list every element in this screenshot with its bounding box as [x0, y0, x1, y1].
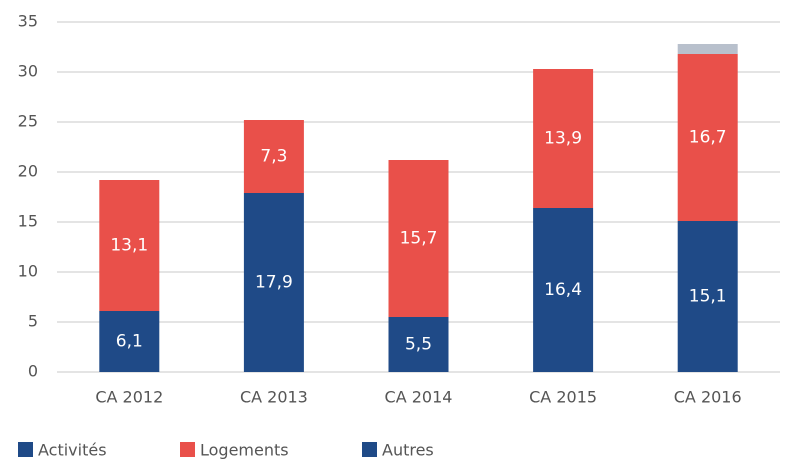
- legend-label: Activités: [38, 441, 107, 460]
- bar-segment: [99, 180, 160, 311]
- bar-segment: [243, 193, 304, 372]
- bar-segment: [677, 54, 738, 221]
- legend-swatch: [362, 442, 377, 457]
- bar-segment: [243, 120, 304, 193]
- y-tick-label: 35: [18, 12, 38, 31]
- value-label: 16,4: [544, 280, 582, 300]
- value-label: 6,1: [116, 332, 143, 352]
- legend-label: Autres: [382, 441, 434, 460]
- bar-segment: [677, 221, 738, 372]
- bar-segment: [677, 44, 738, 54]
- bar-segment: [388, 160, 449, 317]
- y-tick-label: 0: [28, 362, 38, 381]
- y-tick-label: 25: [18, 112, 38, 131]
- y-tick-label: 20: [18, 162, 38, 181]
- x-tick-label: CA 2015: [529, 388, 597, 407]
- bar-segment: [99, 311, 160, 372]
- value-label: 5,5: [405, 335, 432, 355]
- x-tick-label: CA 2016: [674, 388, 742, 407]
- legend-swatch: [180, 442, 195, 457]
- x-tick-label: CA 2014: [385, 388, 453, 407]
- x-tick-label: CA 2013: [240, 388, 308, 407]
- y-tick-label: 10: [18, 262, 38, 281]
- value-label: 7,3: [260, 147, 287, 167]
- y-tick-label: 30: [18, 62, 38, 81]
- y-tick-label: 15: [18, 212, 38, 231]
- value-label: 13,9: [544, 129, 582, 149]
- value-label: 16,7: [689, 128, 727, 148]
- legend-swatch: [18, 442, 33, 457]
- bar-segment: [533, 208, 594, 372]
- value-label: 15,1: [689, 287, 727, 307]
- bar-segment: [533, 69, 594, 208]
- x-tick-label: CA 2012: [95, 388, 163, 407]
- bar-segment: [388, 317, 449, 372]
- y-tick-label: 5: [28, 312, 38, 331]
- legend-label: Logements: [200, 441, 289, 460]
- value-label: 15,7: [400, 229, 438, 249]
- value-label: 13,1: [110, 236, 148, 256]
- value-label: 17,9: [255, 273, 293, 293]
